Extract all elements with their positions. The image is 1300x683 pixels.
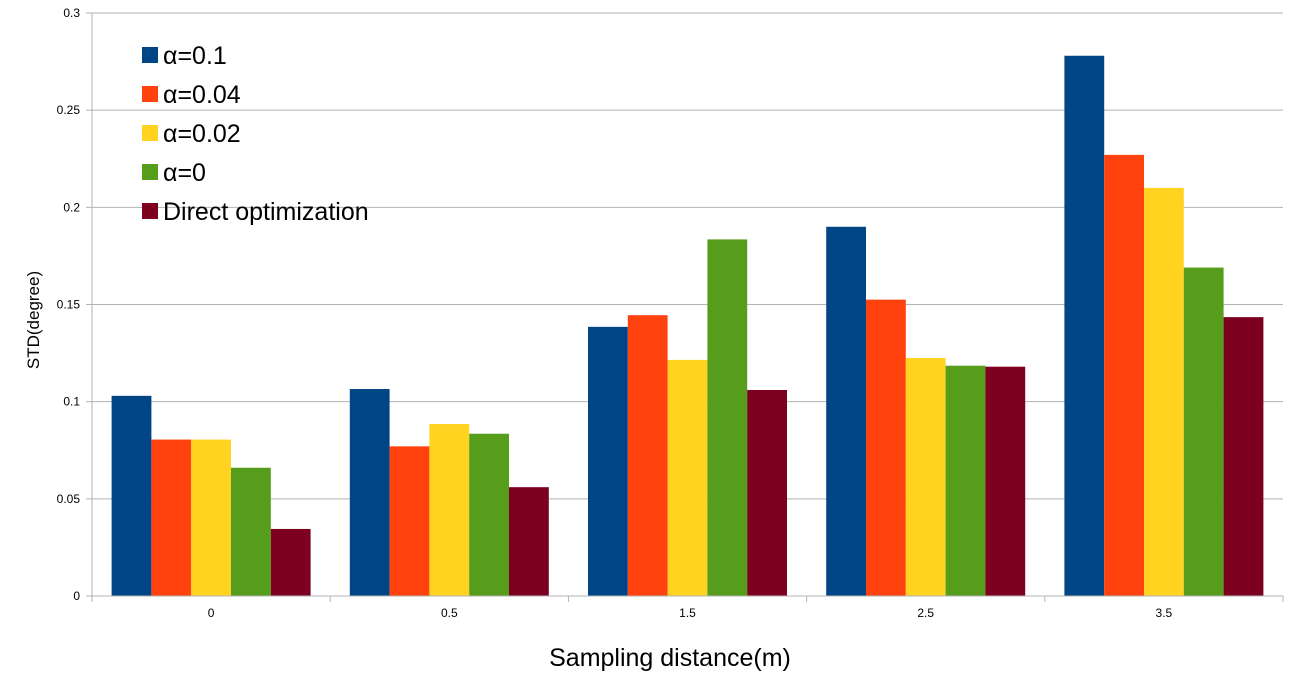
- bar: [826, 226, 866, 596]
- legend: α=0.1 α=0.04 α=0.02 α=0 Direct optimization: [142, 42, 369, 226]
- y-tick-label: 0.3: [63, 6, 80, 20]
- y-axis-title: STD(degree): [24, 271, 43, 369]
- y-tick-label: 0.25: [57, 103, 81, 117]
- x-tick-label: 0.5: [441, 606, 458, 620]
- bar: [588, 326, 628, 596]
- bars: [111, 55, 1264, 597]
- bar: [945, 365, 986, 596]
- legend-label: α=0: [163, 159, 206, 187]
- bar: [707, 239, 748, 597]
- bar: [985, 366, 1026, 596]
- legend-swatch: [142, 164, 158, 180]
- x-axis-ticks: 0 0.5 1.5 2.5 3.5: [91, 596, 1284, 620]
- y-tick-label: 0: [73, 589, 80, 603]
- x-tick-label: 3.5: [1156, 606, 1173, 620]
- bar: [627, 315, 668, 596]
- x-tick-label: 1.5: [679, 606, 696, 620]
- bar: [1104, 154, 1144, 596]
- bar: [1064, 55, 1105, 596]
- bar: [469, 433, 509, 596]
- legend-swatch: [142, 203, 158, 219]
- y-axis-ticks: 0 0.05 0.1 0.15 0.2 0.25 0.3: [57, 6, 92, 603]
- bar: [667, 359, 708, 596]
- y-tick-label: 0.1: [63, 395, 80, 409]
- bar: [1223, 317, 1264, 596]
- y-tick-label: 0.15: [57, 298, 81, 312]
- y-tick-label: 0.05: [57, 492, 81, 506]
- bar: [905, 357, 946, 596]
- bar: [509, 487, 549, 596]
- bar: [270, 528, 311, 596]
- legend-label: Direct optimization: [163, 198, 369, 226]
- legend-swatch: [142, 86, 158, 102]
- bar: [747, 390, 787, 596]
- y-tick-label: 0.2: [63, 200, 80, 214]
- bar: [429, 424, 470, 596]
- x-tick-label: 2.5: [917, 606, 934, 620]
- legend-swatch: [142, 125, 158, 141]
- legend-label: α=0.02: [163, 120, 241, 148]
- bar: [349, 389, 390, 596]
- legend-swatch: [142, 47, 158, 63]
- x-axis-title: Sampling distance(m): [549, 644, 791, 672]
- bar: [866, 299, 906, 596]
- bar: [1144, 187, 1184, 596]
- bar: [231, 467, 271, 596]
- bar: [111, 395, 152, 596]
- bar: [1183, 267, 1224, 596]
- bar: [389, 446, 430, 596]
- bar: [151, 439, 192, 596]
- bar: [191, 439, 231, 596]
- legend-label: α=0.1: [163, 42, 227, 70]
- x-tick-label: 0: [208, 606, 215, 620]
- legend-label: α=0.04: [163, 81, 241, 109]
